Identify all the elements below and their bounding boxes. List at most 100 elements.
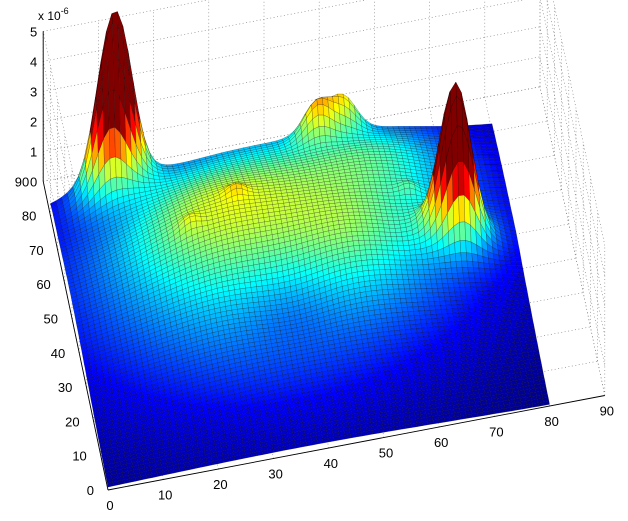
surface-patch <box>386 284 394 290</box>
surface-patch <box>475 127 483 132</box>
surface-patch <box>471 133 479 138</box>
surface-patch <box>426 251 434 260</box>
surface-patch <box>450 333 458 339</box>
surface-patch <box>463 277 471 283</box>
surface-patch <box>158 175 166 180</box>
surface-patch <box>371 328 379 334</box>
surface-patch <box>462 272 470 279</box>
surface-patch <box>371 290 378 296</box>
surface-patch <box>372 259 379 266</box>
surface-patch <box>424 344 432 350</box>
surface-patch <box>490 167 498 172</box>
surface-patch <box>375 139 383 142</box>
surface-patch <box>516 295 524 301</box>
surface-patch <box>264 305 272 312</box>
surface-patch <box>485 193 493 198</box>
surface-patch <box>345 201 353 206</box>
surface-patch <box>472 261 479 269</box>
surface-patch <box>354 250 361 257</box>
surface-patch <box>512 245 520 250</box>
surface-patch <box>381 284 389 290</box>
surface-patch <box>521 291 529 296</box>
surface-patch <box>484 190 492 195</box>
surface-patch <box>480 282 488 287</box>
surface-patch <box>481 286 489 291</box>
surface-patch <box>356 226 363 232</box>
surface-patch <box>512 241 519 246</box>
surface-patch <box>351 231 359 237</box>
surface-patch <box>373 135 381 138</box>
surface-patch <box>373 151 381 155</box>
surface-patch <box>359 249 367 256</box>
surface-patch <box>404 194 412 200</box>
surface-patch <box>431 128 439 132</box>
surface-patch <box>427 331 435 337</box>
surface-patch <box>237 194 244 201</box>
surface-patch <box>384 231 392 237</box>
surface-patch <box>422 301 430 307</box>
surface-patch <box>491 313 499 319</box>
surface-patch <box>489 297 496 303</box>
surface-patch <box>417 264 424 270</box>
surface-patch <box>475 286 483 292</box>
surface-patch <box>457 161 465 196</box>
surface-patch <box>499 180 506 185</box>
surface-patch <box>400 333 408 339</box>
surface-patch <box>445 337 453 343</box>
surface-patch <box>242 303 249 309</box>
surface-patch <box>394 227 402 233</box>
surface-patch <box>355 195 362 199</box>
surface-patch <box>456 267 464 274</box>
surface-patch <box>401 342 409 348</box>
surface-patch <box>493 154 501 159</box>
surface-patch <box>457 125 464 163</box>
surface-patch <box>412 269 420 275</box>
surface-patch <box>386 279 393 285</box>
surface-patch <box>414 283 422 289</box>
surface-patch <box>370 160 377 164</box>
surface-patch <box>461 260 468 268</box>
surface-patch <box>370 141 378 145</box>
surface-patch <box>251 291 259 298</box>
surface-patch <box>362 201 369 206</box>
surface-patch <box>500 187 508 192</box>
surface-patch <box>446 341 454 347</box>
surface-patch <box>494 161 502 165</box>
surface-patch <box>472 136 480 141</box>
surface-patch <box>253 301 260 308</box>
surface-patch <box>369 184 377 189</box>
surface-patch <box>390 274 398 280</box>
surface-patch <box>375 160 383 164</box>
surface-patch <box>440 268 447 275</box>
surface-patch <box>496 277 504 283</box>
surface-patch <box>344 198 352 203</box>
surface-patch <box>235 298 243 305</box>
surface-patch <box>454 240 461 254</box>
surface-patch <box>514 253 522 258</box>
surface-patch <box>513 249 521 254</box>
surface-patch <box>385 154 392 158</box>
surface-patch <box>404 288 411 294</box>
surface-patch <box>353 185 360 189</box>
surface-patch <box>492 177 500 182</box>
surface-patch <box>503 285 511 290</box>
surface-patch <box>438 326 445 332</box>
surface-patch <box>462 303 469 309</box>
surface-patch <box>433 256 440 264</box>
surface-patch <box>500 269 508 274</box>
surface-patch <box>446 273 453 279</box>
surface-patch <box>395 264 402 270</box>
surface-patch <box>374 208 382 214</box>
surface-patch <box>503 312 510 317</box>
surface-patch <box>415 293 423 298</box>
surface-patch <box>377 195 385 200</box>
surface-patch <box>511 296 518 301</box>
surface-patch <box>350 174 358 179</box>
surface-patch <box>493 289 500 295</box>
surface-patch <box>384 135 392 139</box>
surface-patch <box>368 309 376 316</box>
surface-patch <box>240 293 248 300</box>
surface-patch <box>359 188 367 193</box>
surface-patch <box>347 245 355 252</box>
surface-patch <box>426 292 434 298</box>
